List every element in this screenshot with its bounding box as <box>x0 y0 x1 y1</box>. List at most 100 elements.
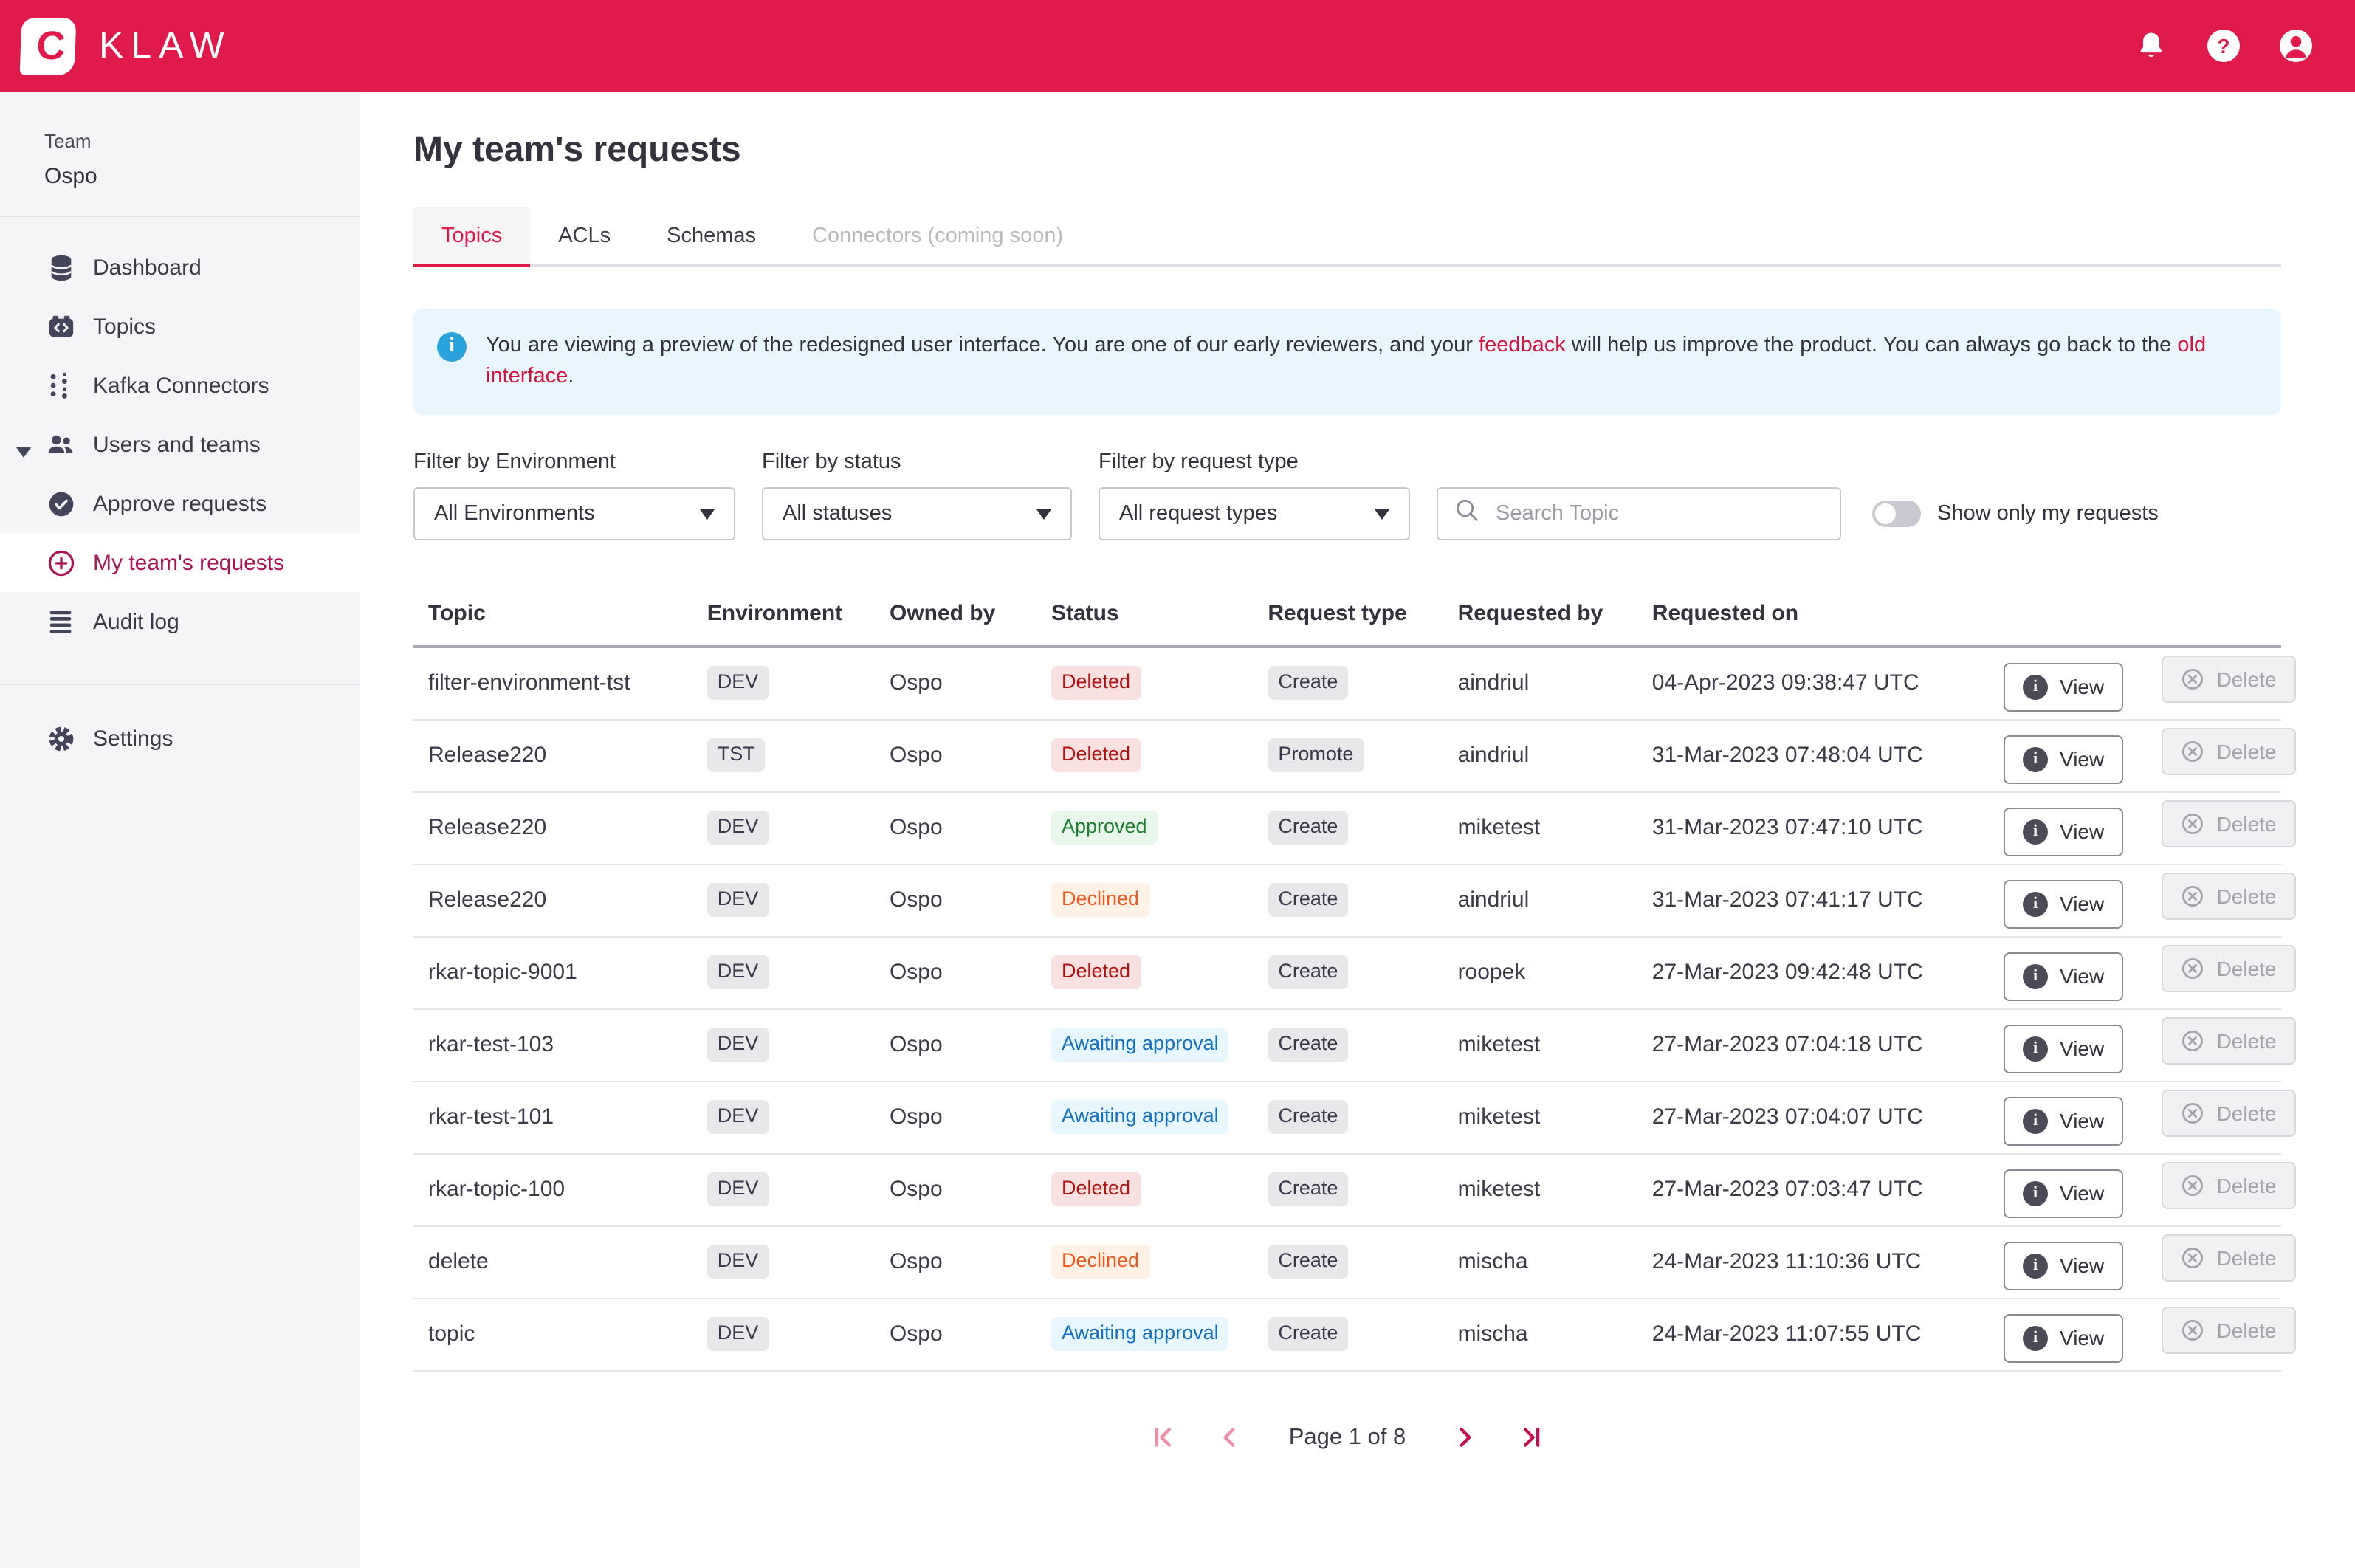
view-button[interactable]: i View <box>2004 807 2124 856</box>
sidebar-item-dashboard[interactable]: Dashboard <box>0 238 360 297</box>
request-type-select[interactable]: All request types <box>1099 487 1410 541</box>
plus-circle-icon <box>46 548 75 577</box>
filter-status-label: Filter by status <box>762 450 901 475</box>
delete-button: Delete <box>2162 944 2296 992</box>
profile-avatar-icon[interactable] <box>2278 28 2314 63</box>
info-icon: i <box>2023 1108 2049 1134</box>
actions-cell: i View Delete <box>1989 719 2296 791</box>
table-row: Release220 DEV Ospo Approved Create mike… <box>413 791 2296 864</box>
sidebar-item-settings[interactable]: Settings <box>0 709 360 768</box>
environment-badge: DEV <box>706 811 769 845</box>
actions-cell: i View Delete <box>1989 791 2296 864</box>
sidebar-item-approve-requests[interactable]: Approve requests <box>0 474 360 533</box>
table-row: rkar-test-103 DEV Ospo Awaiting approval… <box>413 1008 2296 1082</box>
tab-acls[interactable]: ACLs <box>558 224 611 248</box>
request-type-cell: Create <box>1253 1008 1443 1081</box>
view-button-label: View <box>2060 1254 2105 1278</box>
topic-cell: rkar-test-103 <box>428 1032 554 1058</box>
preview-info-banner: i You are viewing a preview of the redes… <box>413 309 2281 416</box>
tab-schemas[interactable]: Schemas <box>667 224 757 248</box>
status-cell: Deleted <box>1036 936 1253 1008</box>
request-type-cell: Create <box>1253 1153 1443 1225</box>
actions-cell: i View Delete <box>1989 647 2296 719</box>
view-button[interactable]: i View <box>2004 1024 2124 1073</box>
status-cell: Awaiting approval <box>1036 1081 1253 1153</box>
environment-select[interactable]: All Environments <box>413 487 735 541</box>
request-type-cell: Create <box>1253 1298 1443 1370</box>
feedback-link[interactable]: feedback <box>1479 334 1566 357</box>
brand-name: KLAW <box>99 24 232 66</box>
last-page-button[interactable] <box>1518 1424 1544 1451</box>
view-button[interactable]: i View <box>2004 1169 2124 1218</box>
requested-on-cell: 27-Mar-2023 07:03:47 UTC <box>1651 1177 1923 1203</box>
delete-button-label: Delete <box>2216 1318 2277 1342</box>
check-circle-icon <box>46 489 75 518</box>
actions-cell: i View Delete <box>1989 1153 2296 1225</box>
status-select[interactable]: All statuses <box>762 487 1072 541</box>
request-type-badge: Create <box>1268 883 1349 917</box>
my-requests-toggle-group: Show only my requests <box>1872 487 2159 540</box>
sidebar-item-users-and-teams[interactable]: Users and teams <box>0 415 360 474</box>
team-label: Team <box>44 130 92 152</box>
sidebar-item-label: Kafka Connectors <box>93 373 269 398</box>
owned-by-cell: Ospo <box>889 815 943 841</box>
page-indicator: Page 1 of 8 <box>1288 1424 1406 1450</box>
first-page-button <box>1150 1424 1177 1451</box>
delete-button-label: Delete <box>2216 1028 2277 1053</box>
help-icon[interactable]: ? <box>2206 28 2241 63</box>
topic-cell: delete <box>428 1249 489 1275</box>
request-type-badge: Create <box>1268 1028 1349 1062</box>
view-button[interactable]: i View <box>2004 952 2124 1001</box>
status-cell: Declined <box>1036 1225 1253 1298</box>
connectors-dots-icon <box>46 371 75 400</box>
search-input[interactable] <box>1493 501 1823 528</box>
request-type-cell: Create <box>1253 864 1443 936</box>
status-cell: Deleted <box>1036 647 1253 719</box>
sidebar-item-my-teams-requests[interactable]: My team's requests <box>0 533 360 592</box>
view-button[interactable]: i View <box>2004 662 2124 712</box>
tab-topics[interactable]: Topics <box>413 207 531 267</box>
view-button[interactable]: i View <box>2004 1313 2124 1363</box>
status-cell: Deleted <box>1036 719 1253 791</box>
topic-cell: rkar-topic-9001 <box>428 960 577 986</box>
old-interface-link[interactable]: old interface <box>486 334 2207 389</box>
top-bar-actions: ? <box>2134 28 2314 63</box>
delete-button-label: Delete <box>2216 739 2277 763</box>
request-type-badge: Promote <box>1268 738 1364 772</box>
environment-badge: DEV <box>706 1172 769 1206</box>
next-page-button[interactable] <box>1451 1424 1478 1451</box>
view-button-label: View <box>2060 675 2105 699</box>
info-icon: i <box>437 332 467 362</box>
sidebar-item-audit-log[interactable]: Audit log <box>0 592 360 651</box>
requested-by-cell: mischa <box>1457 1321 1528 1347</box>
view-button-label: View <box>2060 819 2105 844</box>
request-type-cell: Create <box>1253 1225 1443 1298</box>
view-button[interactable]: i View <box>2004 1096 2124 1146</box>
table-header-row: Topic Environment Owned by Status Reques… <box>413 579 2281 647</box>
view-button-label: View <box>2060 1109 2105 1133</box>
requested-by-cell: aindriul <box>1457 670 1530 696</box>
previous-page-button <box>1217 1424 1243 1451</box>
environment-cell: DEV <box>692 1081 875 1153</box>
sidebar-item-kafka-connectors[interactable]: Kafka Connectors <box>0 356 360 415</box>
view-button[interactable]: i View <box>2004 735 2124 784</box>
requested-on-cell: 27-Mar-2023 09:42:48 UTC <box>1651 960 1923 986</box>
requested-on-cell: 31-Mar-2023 07:47:10 UTC <box>1651 815 1923 841</box>
view-button[interactable]: i View <box>2004 879 2124 929</box>
sidebar-item-label: Topics <box>93 314 157 339</box>
delete-button: Delete <box>2162 1089 2296 1137</box>
view-button[interactable]: i View <box>2004 1241 2124 1290</box>
delete-button-label: Delete <box>2216 1173 2277 1197</box>
owned-by-cell: Ospo <box>889 1104 943 1130</box>
table-row: delete DEV Ospo Declined Create mischa 2… <box>413 1225 2296 1299</box>
status-badge: Deleted <box>1051 955 1141 989</box>
environment-badge: DEV <box>706 1245 769 1279</box>
sidebar-item-topics[interactable]: Topics <box>0 297 360 356</box>
filters-row: Filter by Environment All Environments F… <box>413 450 2281 541</box>
status-badge: Awaiting approval <box>1051 1028 1229 1062</box>
notifications-bell-icon[interactable] <box>2134 28 2169 63</box>
request-type-cell: Create <box>1253 936 1443 1008</box>
show-only-my-requests-toggle[interactable] <box>1872 501 1921 528</box>
klaw-logo[interactable]: C KLAW <box>19 17 232 75</box>
topic-cell: Release220 <box>428 815 547 841</box>
